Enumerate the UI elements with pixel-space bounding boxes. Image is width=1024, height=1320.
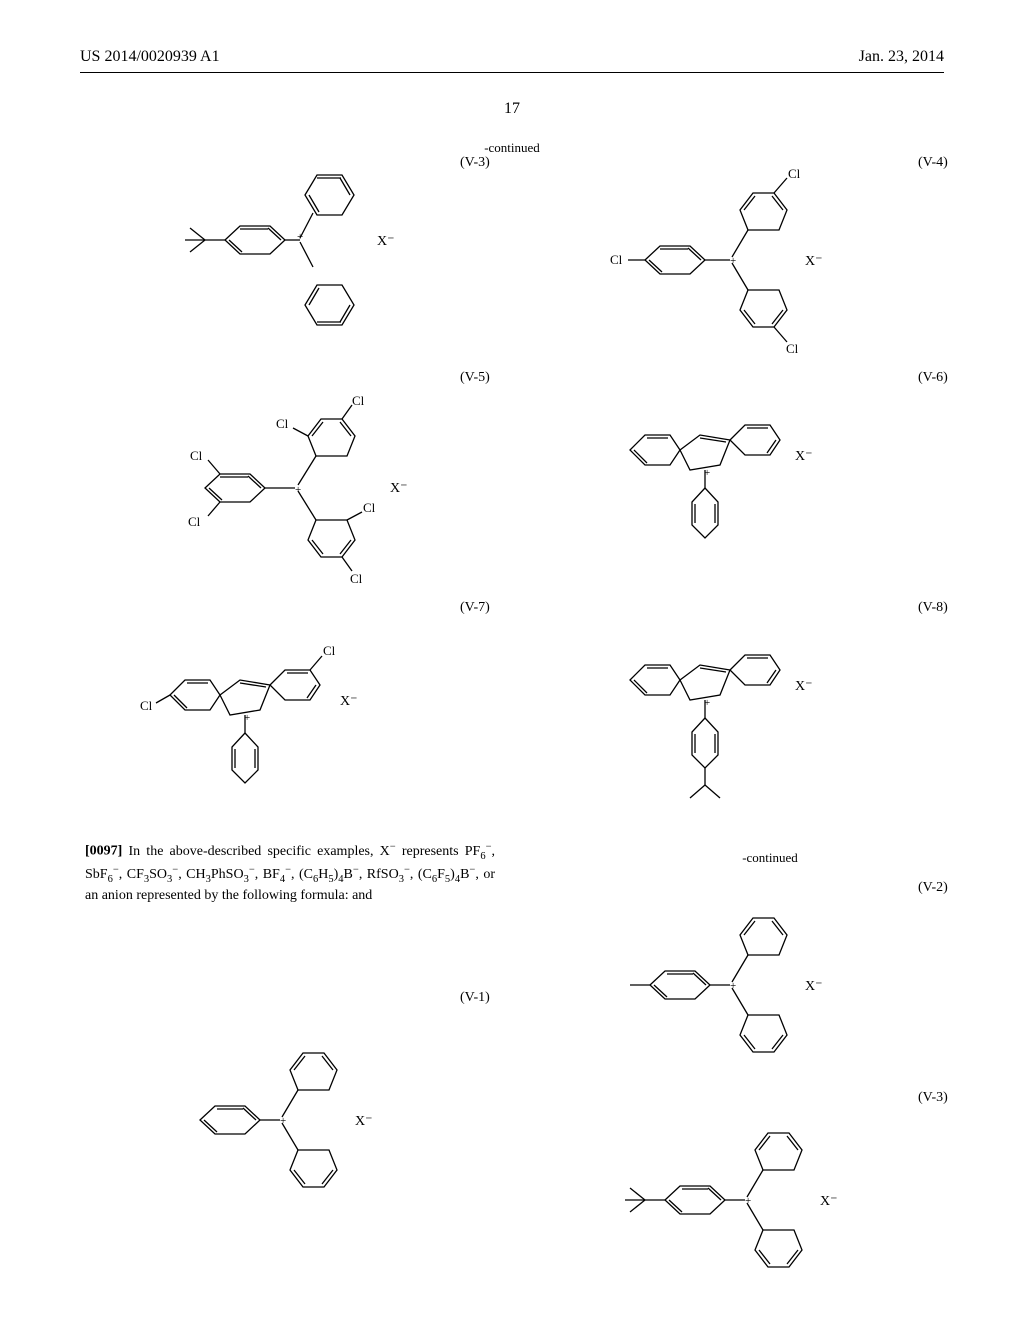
structure-v6: + X⁻ <box>570 380 870 555</box>
page-number: 17 <box>0 100 1024 118</box>
paragraph-text: In the above-described specific examples… <box>85 844 495 904</box>
svg-text:X⁻: X⁻ <box>795 449 813 464</box>
patent-page: US 2014/0020939 A1 Jan. 23, 2014 17 -con… <box>0 0 1024 1320</box>
svg-text:X⁻: X⁻ <box>390 481 408 496</box>
continued-label-top: -continued <box>0 140 1024 156</box>
svg-text:Cl: Cl <box>786 341 799 356</box>
structure-v2: + X⁻ <box>555 895 875 1075</box>
structure-v3: + <box>105 160 415 330</box>
publication-number: US 2014/0020939 A1 <box>80 48 220 66</box>
svg-text:Cl: Cl <box>323 643 336 658</box>
header-rule <box>80 72 944 73</box>
paragraph-number: [0097] <box>85 844 122 859</box>
svg-text:Cl: Cl <box>140 698 153 713</box>
svg-text:Cl: Cl <box>350 571 363 586</box>
structure-label-v2: (V-2) <box>918 880 948 896</box>
svg-text:X⁻: X⁻ <box>795 679 813 694</box>
structure-label-v7: (V-7) <box>460 600 490 616</box>
structure-v5: + <box>90 370 450 605</box>
svg-text:Cl: Cl <box>188 514 201 529</box>
svg-text:Cl: Cl <box>363 500 376 515</box>
svg-text:X⁻: X⁻ <box>805 979 823 994</box>
anion-label: X⁻ <box>377 234 395 249</box>
structure-v7: + Cl Cl X⁻ <box>100 610 430 800</box>
structure-label-v6: (V-6) <box>918 370 948 386</box>
svg-text:Cl: Cl <box>190 448 203 463</box>
page-header: US 2014/0020939 A1 Jan. 23, 2014 <box>80 48 944 66</box>
structure-label-v4: (V-4) <box>918 155 948 171</box>
structure-v3b: + X⁻ <box>545 1110 885 1290</box>
svg-text:Cl: Cl <box>610 252 623 267</box>
structure-v4: + Cl <box>540 160 870 360</box>
svg-text:Cl: Cl <box>276 416 289 431</box>
structure-label-v3: (V-3) <box>460 155 490 171</box>
structure-label-v1: (V-1) <box>460 990 490 1006</box>
structure-label-v5: (V-5) <box>460 370 490 386</box>
paragraph-0097: [0097] In the above-described specific e… <box>85 840 495 906</box>
svg-text:X⁻: X⁻ <box>805 254 823 269</box>
structure-label-v3b: (V-3) <box>918 1090 948 1106</box>
svg-text:Cl: Cl <box>788 166 801 181</box>
continued-label-right: -continued <box>700 850 840 866</box>
svg-text:X⁻: X⁻ <box>355 1114 373 1129</box>
svg-text:X⁻: X⁻ <box>820 1194 838 1209</box>
svg-text:X⁻: X⁻ <box>340 694 358 709</box>
structure-label-v8: (V-8) <box>918 600 948 616</box>
structure-v8: + X⁻ <box>570 610 870 830</box>
publication-date: Jan. 23, 2014 <box>859 48 944 66</box>
structure-v1: + X⁻ <box>130 1030 430 1210</box>
svg-text:Cl: Cl <box>352 393 365 408</box>
